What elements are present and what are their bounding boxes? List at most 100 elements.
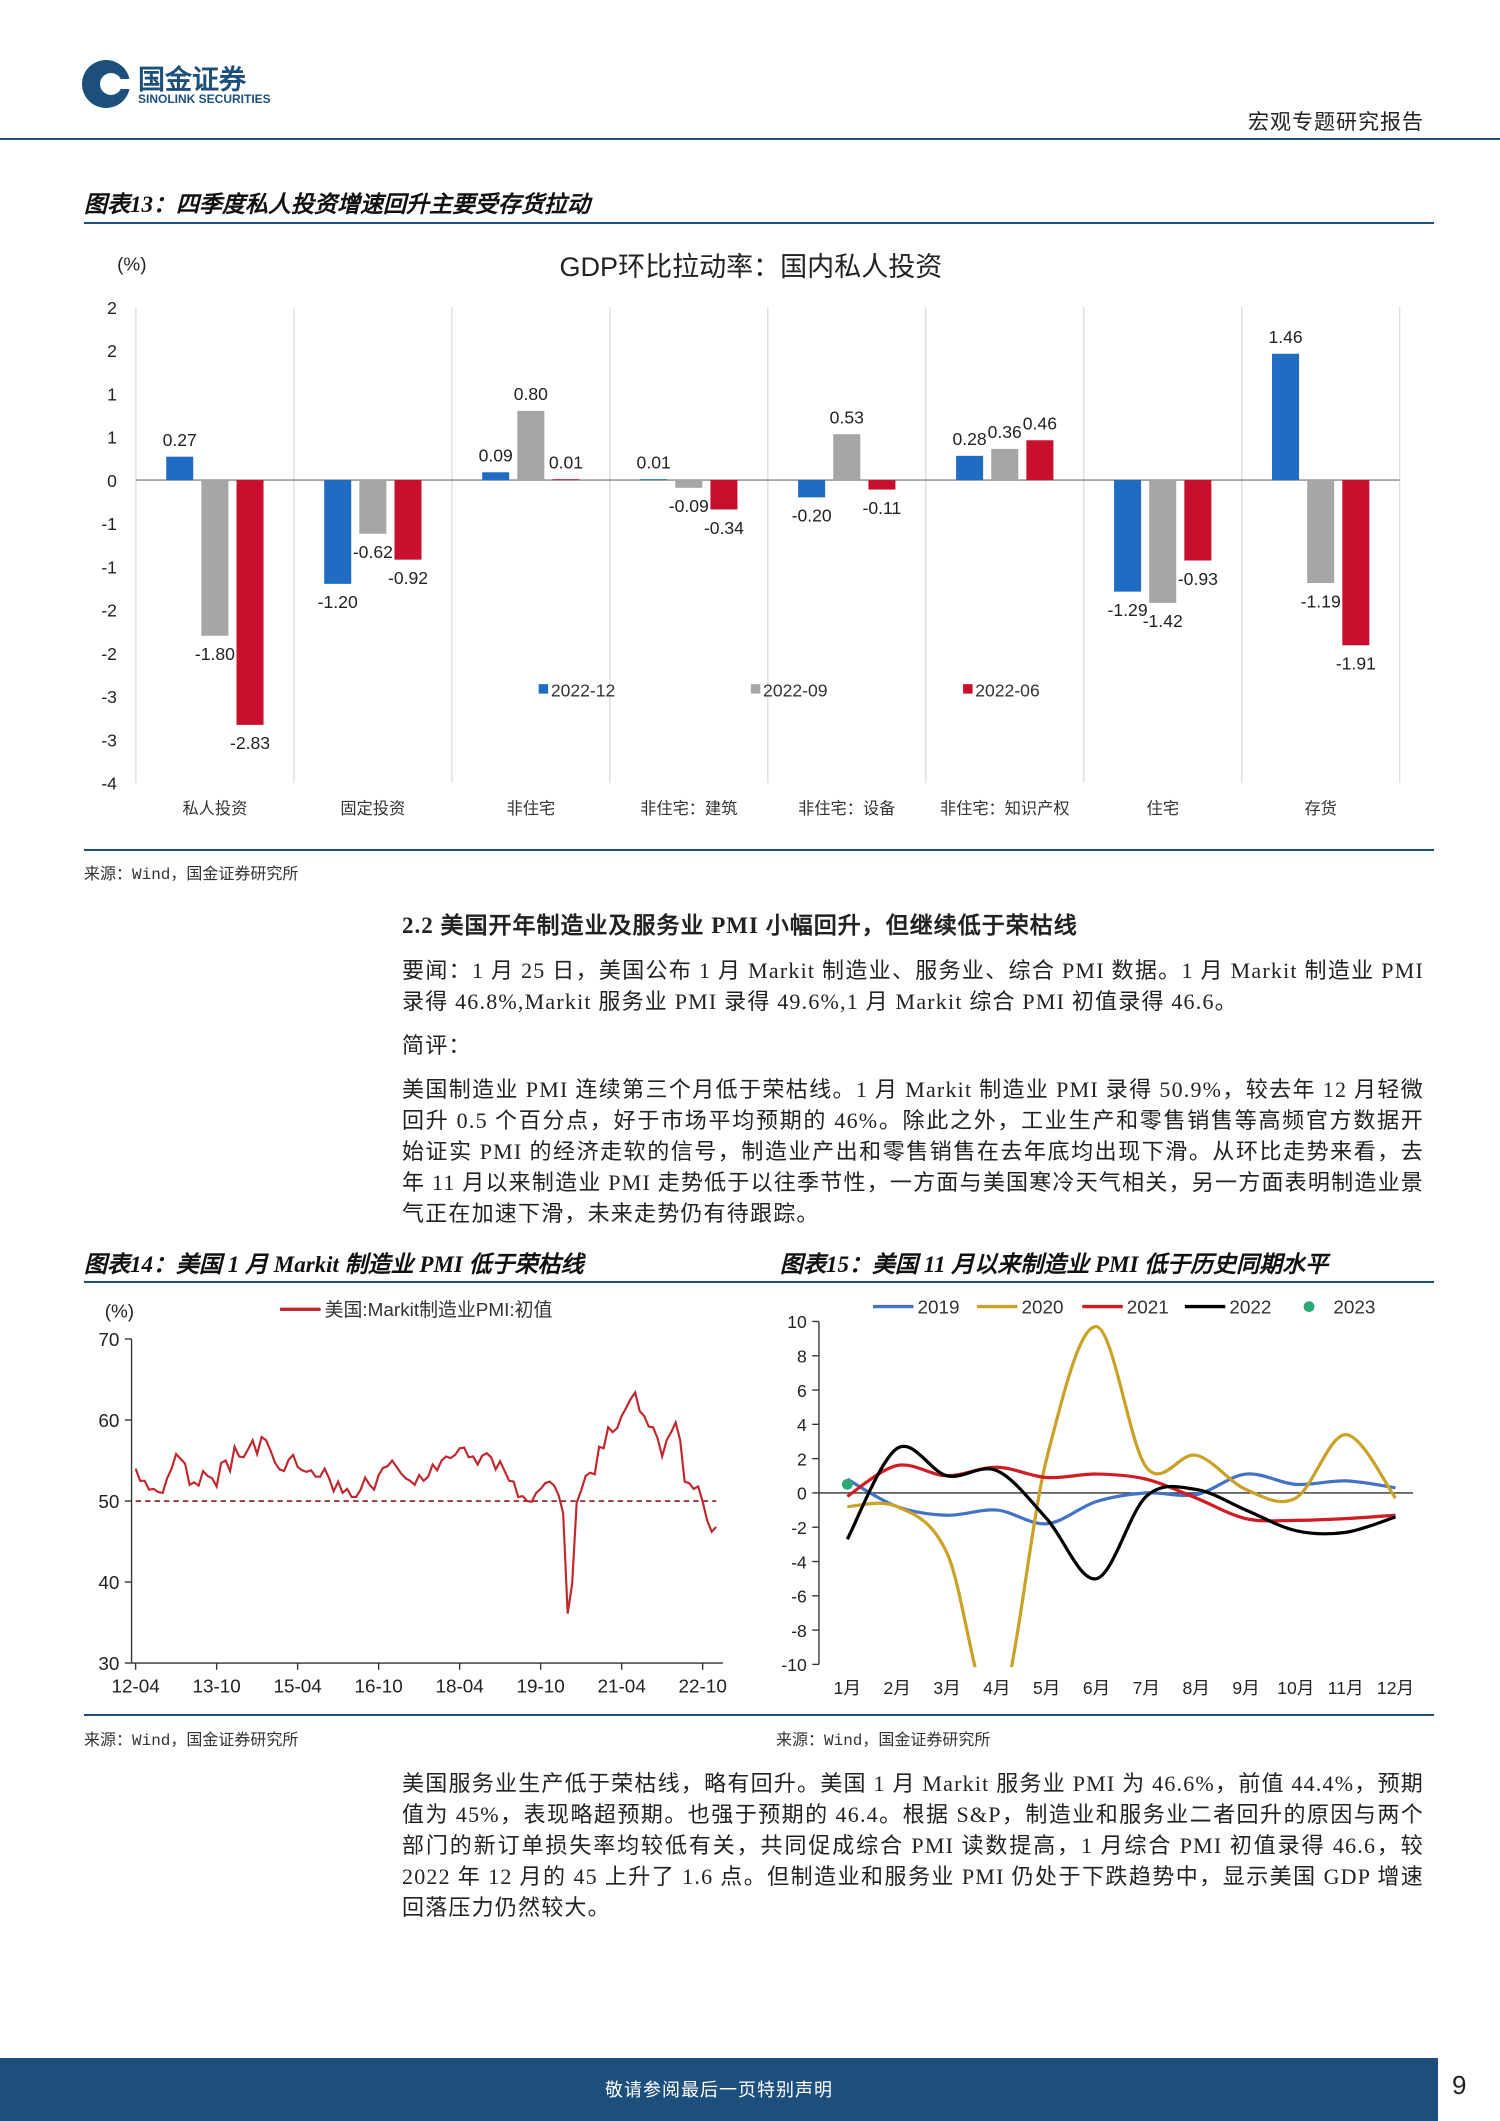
figure-caption: 图表15：美国 11 月以来制造业 PMI 低于历史同期水平: [780, 1252, 1329, 1277]
y-tick-label: -3: [101, 730, 117, 750]
x-tick-label: 私人投资: [182, 800, 247, 818]
y-tick-label: -4: [791, 1552, 807, 1572]
x-tick-label: 13-10: [192, 1677, 240, 1698]
bar: [394, 480, 422, 560]
x-tick-label: 非住宅：设备: [798, 800, 895, 818]
value-label: 0.46: [1023, 413, 1057, 433]
value-label: -2.83: [230, 733, 270, 753]
legend-swatch: [750, 684, 761, 694]
value-label: 0.36: [988, 422, 1022, 442]
y-tick-label: 50: [98, 1492, 119, 1513]
footer-bar: [0, 2058, 1438, 2121]
value-label: 0.27: [163, 430, 197, 450]
value-label: -0.92: [388, 568, 428, 588]
x-tick-label: 11月: [1328, 1678, 1364, 1698]
bar: [833, 434, 861, 481]
bar: [1184, 480, 1212, 561]
marker: [841, 1478, 853, 1490]
legend-label: 2022-12: [551, 680, 615, 700]
bar: [1114, 480, 1142, 592]
y-tick-label: -1: [101, 514, 117, 534]
bar: [798, 480, 826, 498]
x-tick-label: 15-04: [273, 1677, 321, 1698]
paragraph: 要闻：1 月 25 日，美国公布 1 月 Markit 制造业、服务业、综合 P…: [402, 958, 1424, 1014]
x-tick-label: 4月: [983, 1678, 1010, 1698]
bar: [324, 480, 352, 584]
value-label: -0.09: [669, 496, 709, 516]
x-tick-label: 非住宅：知识产权: [940, 800, 1070, 818]
value-label: -0.34: [704, 518, 744, 538]
logo-en: SINOLINK SECURITIES: [138, 92, 271, 106]
bar: [201, 480, 229, 636]
y-tick-label: -2: [791, 1518, 807, 1538]
value-label: 0.01: [549, 452, 583, 472]
legend-swatch: [538, 684, 549, 694]
x-tick-label: 9月: [1232, 1678, 1259, 1698]
bar: [236, 480, 264, 725]
header-rule: [0, 138, 1500, 140]
bar: [1307, 480, 1335, 583]
value-label: 0.28: [953, 429, 987, 449]
y-tick-label: -6: [791, 1587, 807, 1607]
caption-rule: [84, 222, 1434, 224]
bar: [1342, 480, 1370, 646]
page-number: 9: [1452, 2070, 1467, 2100]
legend-label: 2023: [1333, 1297, 1375, 1318]
y-tick-label: 1: [107, 428, 117, 448]
figure-caption: 图表14：美国 1 月 Markit 制造业 PMI 低于荣枯线: [84, 1252, 584, 1277]
y-tick-label: 4: [797, 1415, 807, 1435]
x-tick-label: 住宅: [1147, 800, 1179, 818]
value-label: 0.53: [830, 407, 864, 427]
y-tick-label: -2: [101, 644, 117, 664]
value-label: -1.80: [195, 644, 235, 664]
y-tick-label: 0: [797, 1484, 807, 1504]
line-chart: 30 40 50 60 70 12-04 13-10 15-04 16-10 18-04 19-10…: [98, 1299, 727, 1698]
figure-caption: 图表13：四季度私人投资增速回升主要受存货拉动: [84, 192, 590, 217]
x-tick-label: 非住宅：建筑: [640, 800, 737, 818]
y-tick-label: 70: [98, 1330, 119, 1351]
source: 来源：Wind，国金证券研究所: [84, 866, 299, 884]
y-tick-label: -1: [101, 557, 117, 577]
x-tick-label: 5月: [1033, 1678, 1060, 1698]
bar: [868, 480, 896, 490]
value-label: -0.62: [353, 542, 393, 562]
x-tick-label: 22-10: [679, 1677, 727, 1698]
bar: [956, 455, 984, 481]
logo-icon: [82, 60, 132, 108]
source-rule: [84, 1714, 1434, 1716]
line-chart: -10 -8 -6 -4 -2 0 2 4 6 8 10 1月 2月 3月 4月 5月 6月 7月 8月 9月 10月 1…: [781, 1297, 1414, 1698]
y-tick-label: 8: [797, 1346, 807, 1366]
bar: [1026, 440, 1054, 481]
x-tick-label: 19-10: [517, 1677, 565, 1698]
value-label: 0.80: [514, 384, 548, 404]
x-tick-label: 2月: [883, 1678, 910, 1698]
y-tick-label: 2: [107, 341, 117, 361]
x-tick-label: 7月: [1133, 1678, 1160, 1698]
paragraph: 美国服务业生产低于荣枯线，略有回升。美国 1 月 Markit 服务业 PMI …: [402, 1771, 1424, 1920]
y-tick-label: 0: [107, 471, 117, 491]
x-tick-label: 3月: [933, 1678, 960, 1698]
y-tick-label: 6: [797, 1381, 807, 1401]
x-tick-label: 固定投资: [340, 800, 405, 818]
section-heading: 2.2 美国开年制造业及服务业 PMI 小幅回升，但继续低于荣枯线: [402, 913, 1078, 938]
footer-notice: 敬请参阅最后一页特别声明: [605, 2080, 833, 2100]
paragraph: 简评：: [402, 1033, 472, 1058]
bar-chart: GDP环比拉动率：国内私人投资 (%) 2 2 1 1 0 -1 -1 -2 -2 -3 -3 -4 私人投…: [101, 252, 1401, 818]
y-tick-label: 30: [98, 1654, 119, 1675]
value-label: -1.20: [318, 592, 358, 612]
x-tick-label: 12月: [1377, 1678, 1414, 1698]
x-tick-label: 存货: [1304, 800, 1336, 818]
y-tick-label: 1: [107, 384, 117, 404]
value-label: -0.93: [1178, 569, 1218, 589]
value-label: -1.19: [1301, 591, 1341, 611]
legend-label: 2022-06: [975, 680, 1039, 700]
series-line: [847, 1324, 1397, 1668]
logo-cn: 国金证券: [138, 65, 246, 96]
chart-title: GDP环比拉动率：国内私人投资: [560, 252, 943, 282]
x-tick-label: 非住宅: [507, 800, 556, 818]
series-line: [134, 1389, 717, 1614]
legend-swatch: [1303, 1301, 1315, 1313]
y-tick-label: -2: [101, 601, 117, 621]
series-line: [845, 1444, 1396, 1581]
